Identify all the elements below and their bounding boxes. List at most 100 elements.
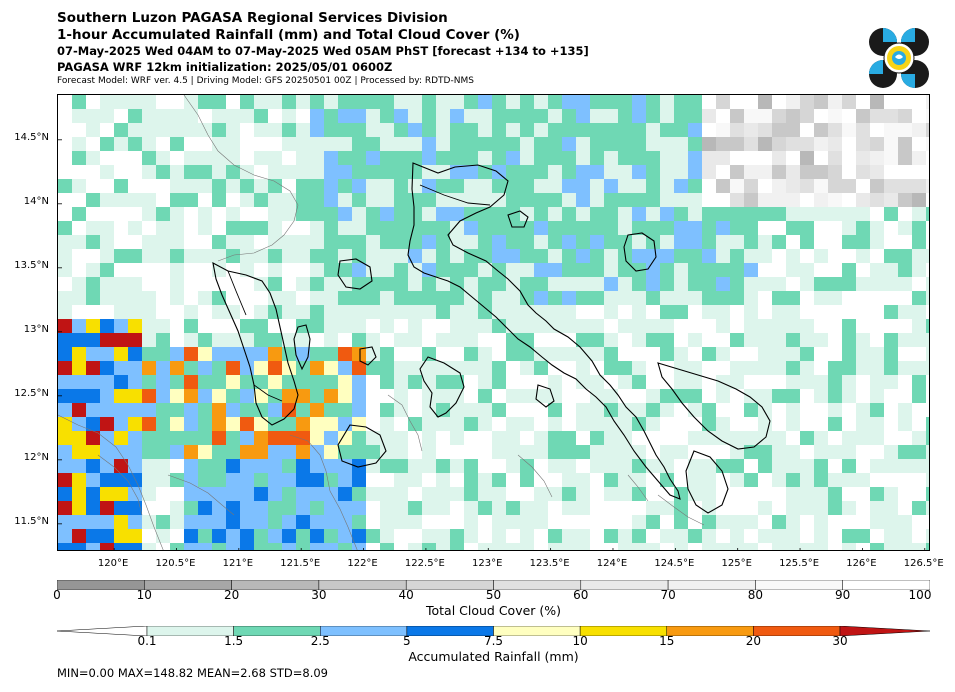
grid-cell [492,543,506,550]
grid-cell [590,221,604,235]
grid-cell [380,207,394,221]
grid-cell [86,347,100,361]
grid-cell [366,109,380,123]
grid-cell [548,529,562,543]
grid-cell [338,179,352,193]
grid-cell [926,319,929,333]
grid-cell [366,347,380,361]
grid-cell [646,515,660,529]
grid-cell [870,165,884,179]
lon-label: 120.5°E [155,558,196,569]
grid-cell [604,193,618,207]
grid-cell [814,543,828,550]
grid-cell [842,263,856,277]
grid-cell [170,347,184,361]
grid-cell [436,543,450,550]
grid-cell [744,445,758,459]
grid-cell [548,305,562,319]
grid-cell [716,95,730,109]
grid-cell [450,361,464,375]
grid-cell [492,179,506,193]
grid-cell [674,389,688,403]
rainfall-cloud-map [57,94,930,551]
grid-cell [464,207,478,221]
grid-cell [422,123,436,137]
grid-cell [422,249,436,263]
grid-cell [310,403,324,417]
grid-cell [842,389,856,403]
grid-cell [212,515,226,529]
grid-cell [842,501,856,515]
grid-cell [576,417,590,431]
grid-cell [422,179,436,193]
grid-cell [296,333,310,347]
grid-cell [58,543,72,550]
grid-cell [394,473,408,487]
grid-cell [240,417,254,431]
grid-cell [478,277,492,291]
grid-cell [324,137,338,151]
grid-cell [282,235,296,249]
grid-cell [380,193,394,207]
grid-cell [226,473,240,487]
grid-cell [590,137,604,151]
grid-cell [212,193,226,207]
grid-cell [380,123,394,137]
grid-cell [268,431,282,445]
grid-cell [730,473,744,487]
grid-cell [660,389,674,403]
grid-cell [884,151,898,165]
grid-cell [436,403,450,417]
grid-cell [338,543,352,550]
grid-cell [128,193,142,207]
grid-cell [198,375,212,389]
grid-cell [324,95,338,109]
grid-cell [562,249,576,263]
grid-cell [324,459,338,473]
grid-cell [744,473,758,487]
grid-cell [618,529,632,543]
grid-cell [548,179,562,193]
grid-cell [534,221,548,235]
grid-cell [156,319,170,333]
grid-cell [226,375,240,389]
grid-cell [212,347,226,361]
grid-cell [142,137,156,151]
grid-cell [128,543,142,550]
grid-cell [100,431,114,445]
grid-cell [506,95,520,109]
grid-cell [436,459,450,473]
grid-cell [408,361,422,375]
grid-cell [520,95,534,109]
grid-cell [716,179,730,193]
grid-cell [646,193,660,207]
grid-cell [744,305,758,319]
grid-cell [338,473,352,487]
grid-cell [786,347,800,361]
grid-cell [478,193,492,207]
grid-cell [912,221,926,235]
grid-cell [310,347,324,361]
grid-cell [352,501,366,515]
grid-cell [268,459,282,473]
grid-cell [548,445,562,459]
grid-cell [506,151,520,165]
grid-cell [520,291,534,305]
grid-cell [240,515,254,529]
grid-cell [842,459,856,473]
grid-cell [254,431,268,445]
grid-cell [898,137,912,151]
grid-cell [86,375,100,389]
grid-cell [646,221,660,235]
grid-cell [590,193,604,207]
grid-cell [128,123,142,137]
grid-cell [660,473,674,487]
grid-cell [828,417,842,431]
grid-cell [856,417,870,431]
grid-cell [520,459,534,473]
grid-cell [548,389,562,403]
grid-cell [660,403,674,417]
grid-cell [156,473,170,487]
grid-cell [240,473,254,487]
grid-cell [842,277,856,291]
